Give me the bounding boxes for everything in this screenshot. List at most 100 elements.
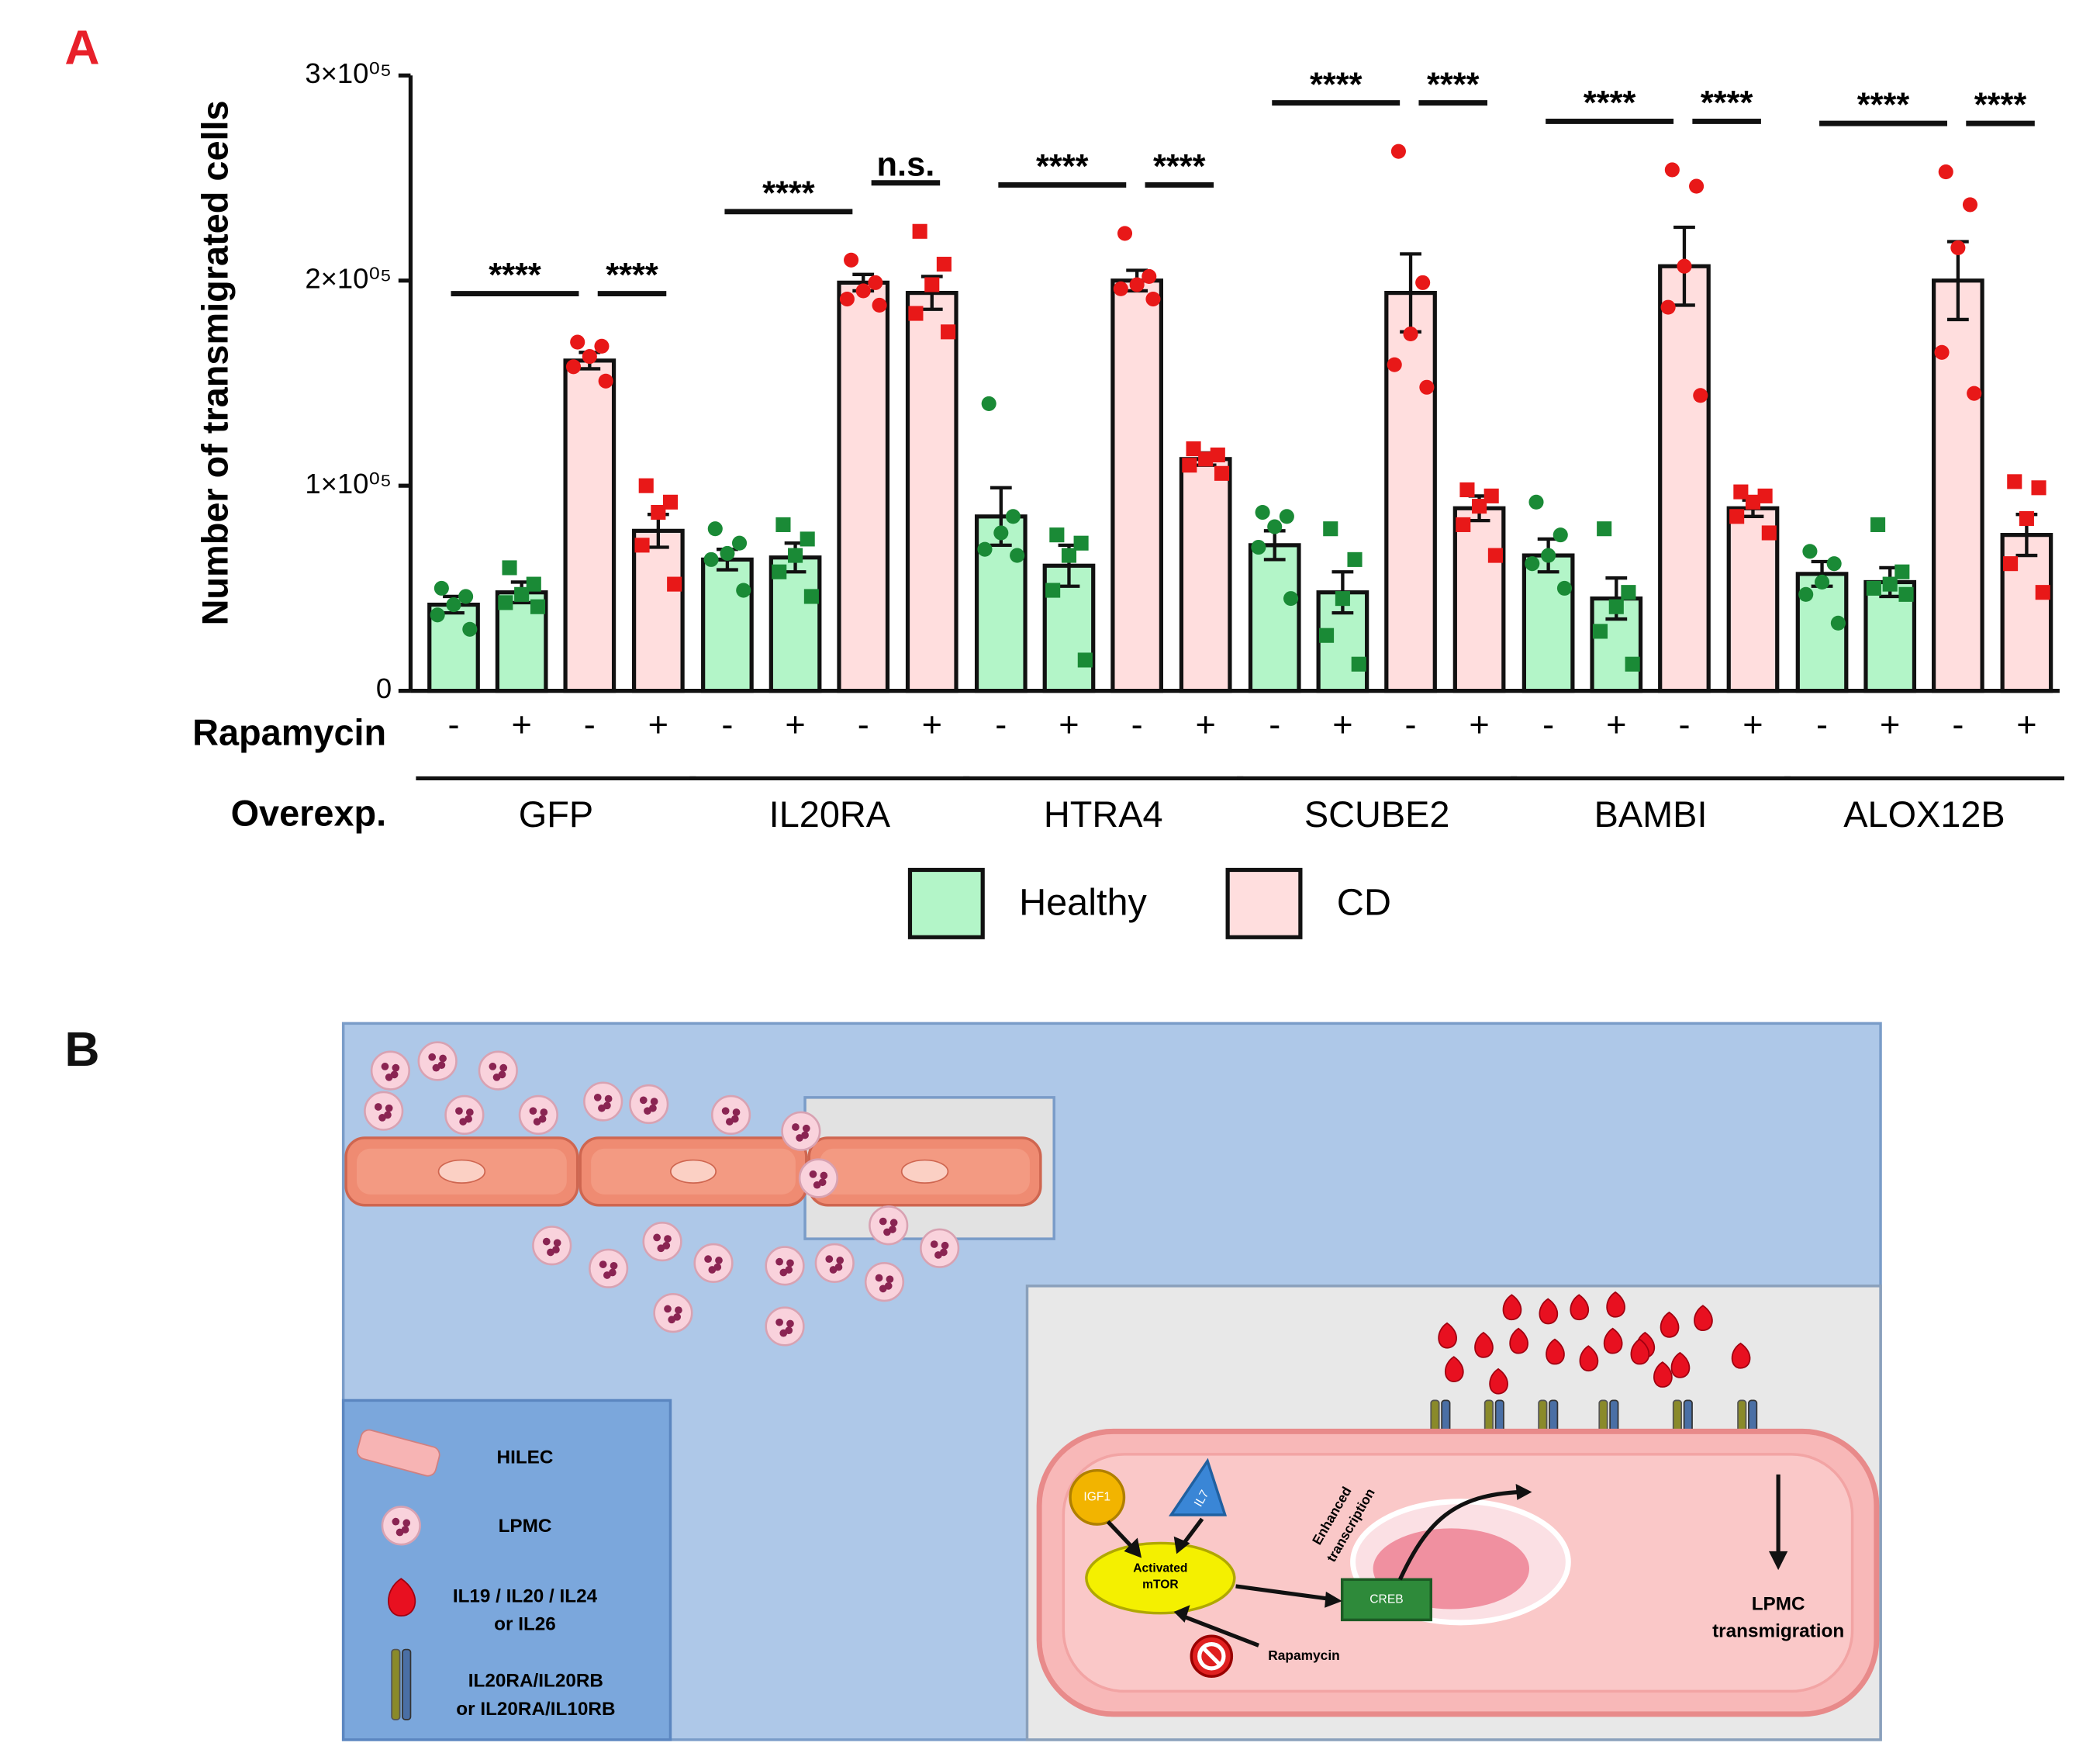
cytokine-icon [1694, 1305, 1713, 1332]
data-point [908, 306, 924, 321]
x-tick-label: - [721, 704, 733, 744]
panel-b: B IGF1 IL7 Activated mTOR CREB [64, 1022, 1882, 1741]
data-point [2035, 585, 2050, 600]
x-tick-label: - [1952, 704, 1964, 744]
lpmc-icon [583, 1081, 623, 1122]
group-label: IL20RA [769, 794, 891, 835]
data-point [1351, 656, 1366, 672]
lpmc-dot [610, 1261, 618, 1270]
significance-label: n.s. [877, 146, 935, 183]
lpmc-icon [869, 1205, 909, 1246]
lpmc-dot [940, 1248, 948, 1257]
lpmc-dot [792, 1123, 800, 1131]
x-tick-label: - [995, 704, 1007, 744]
data-point [1608, 599, 1624, 614]
lpmc-dot [884, 1282, 893, 1290]
x-tick-label: - [858, 704, 869, 744]
lpmc-dot [439, 1054, 447, 1063]
lpmc-dot [732, 1108, 741, 1116]
lpmc-dot [664, 1305, 672, 1313]
lpmc-icon [444, 1094, 485, 1136]
legend-label: or IL26 [494, 1614, 556, 1635]
igf1-icon [1069, 1468, 1126, 1526]
y-tick-label: 2×10⁰⁵ [305, 262, 392, 294]
x-tick-label: + [1195, 704, 1215, 744]
lpmc-icon [518, 1094, 558, 1136]
data-point [1255, 505, 1270, 520]
data-point [458, 589, 474, 604]
arrowhead [1768, 1551, 1788, 1571]
lpmc-dot [673, 1312, 682, 1321]
cytokine-icon [1489, 1368, 1508, 1395]
data-point [1129, 277, 1145, 292]
bar [701, 557, 754, 693]
lpmc-icon [642, 1221, 682, 1262]
lpmc-dot [650, 1098, 658, 1105]
x-tick-label: - [1131, 704, 1143, 744]
lpmc-dot [381, 1063, 389, 1070]
data-point [1553, 527, 1568, 543]
lpmc-icon [765, 1306, 805, 1347]
legend-swatch [1225, 867, 1303, 939]
cytokine-icon [388, 1578, 416, 1617]
lpmc-dot [662, 1241, 671, 1250]
data-point [844, 252, 859, 268]
lpmc-dot [834, 1263, 843, 1271]
bar [837, 280, 890, 693]
lpmc-dot [802, 1124, 810, 1132]
lpmc-icon [532, 1226, 572, 1266]
data-point [1335, 591, 1350, 607]
data-point [981, 396, 996, 411]
node-label: Rapamycin [1268, 1648, 1340, 1663]
lpmc-icon [478, 1050, 518, 1091]
data-point [1826, 556, 1842, 572]
data-point [667, 576, 682, 592]
node-label: transmigration [1712, 1620, 1844, 1641]
data-point [1664, 162, 1680, 178]
data-point [514, 586, 530, 602]
x-tick-label: + [648, 704, 668, 744]
lpmc-dot [785, 1326, 793, 1335]
panel-a: A Number of transmigrated cells 0 1×10⁰⁵ 2×… [64, 21, 2064, 939]
data-point [803, 589, 819, 604]
data-point [1267, 519, 1283, 534]
data-point [1198, 451, 1214, 467]
creb-node [1340, 1578, 1432, 1622]
lpmc-dot [402, 1519, 411, 1527]
legend-label: IL19 / IL20 / IL24 [453, 1585, 598, 1606]
legend-swatch [907, 867, 985, 939]
mtor-node [1085, 1541, 1236, 1615]
node-label: LPMC [1752, 1594, 1805, 1615]
arrow [1181, 1613, 1260, 1648]
data-point [2003, 556, 2019, 572]
lpmc-dot [538, 1115, 547, 1123]
lpmc-dot [713, 1263, 722, 1271]
data-point [1319, 628, 1335, 643]
node-label: CREB [1369, 1592, 1403, 1606]
data-point [1525, 556, 1540, 572]
data-point [598, 373, 613, 389]
inhibitor-icon [1202, 1646, 1221, 1666]
data-point [912, 223, 927, 239]
cytokine-icon [1630, 1338, 1650, 1365]
lpmc-dot [540, 1108, 548, 1116]
x-tick-label: - [447, 704, 459, 744]
data-point [1182, 458, 1197, 473]
data-point [565, 359, 582, 375]
significance-label: **** [1153, 148, 1206, 185]
receptor-icon [402, 1648, 412, 1720]
data-point [1251, 539, 1266, 555]
data-point [772, 564, 787, 579]
data-point [1117, 226, 1133, 241]
group-label: GFP [519, 794, 593, 835]
data-point [1403, 326, 1418, 342]
cytokine-icon [1502, 1294, 1522, 1321]
lpmc-dot [603, 1101, 611, 1110]
x-tick-label: + [785, 704, 805, 744]
data-point [1347, 552, 1363, 567]
lpmc-dot [836, 1257, 844, 1264]
significance-label: **** [606, 257, 658, 294]
lpmc-icon [798, 1158, 839, 1198]
data-point [1802, 544, 1818, 559]
